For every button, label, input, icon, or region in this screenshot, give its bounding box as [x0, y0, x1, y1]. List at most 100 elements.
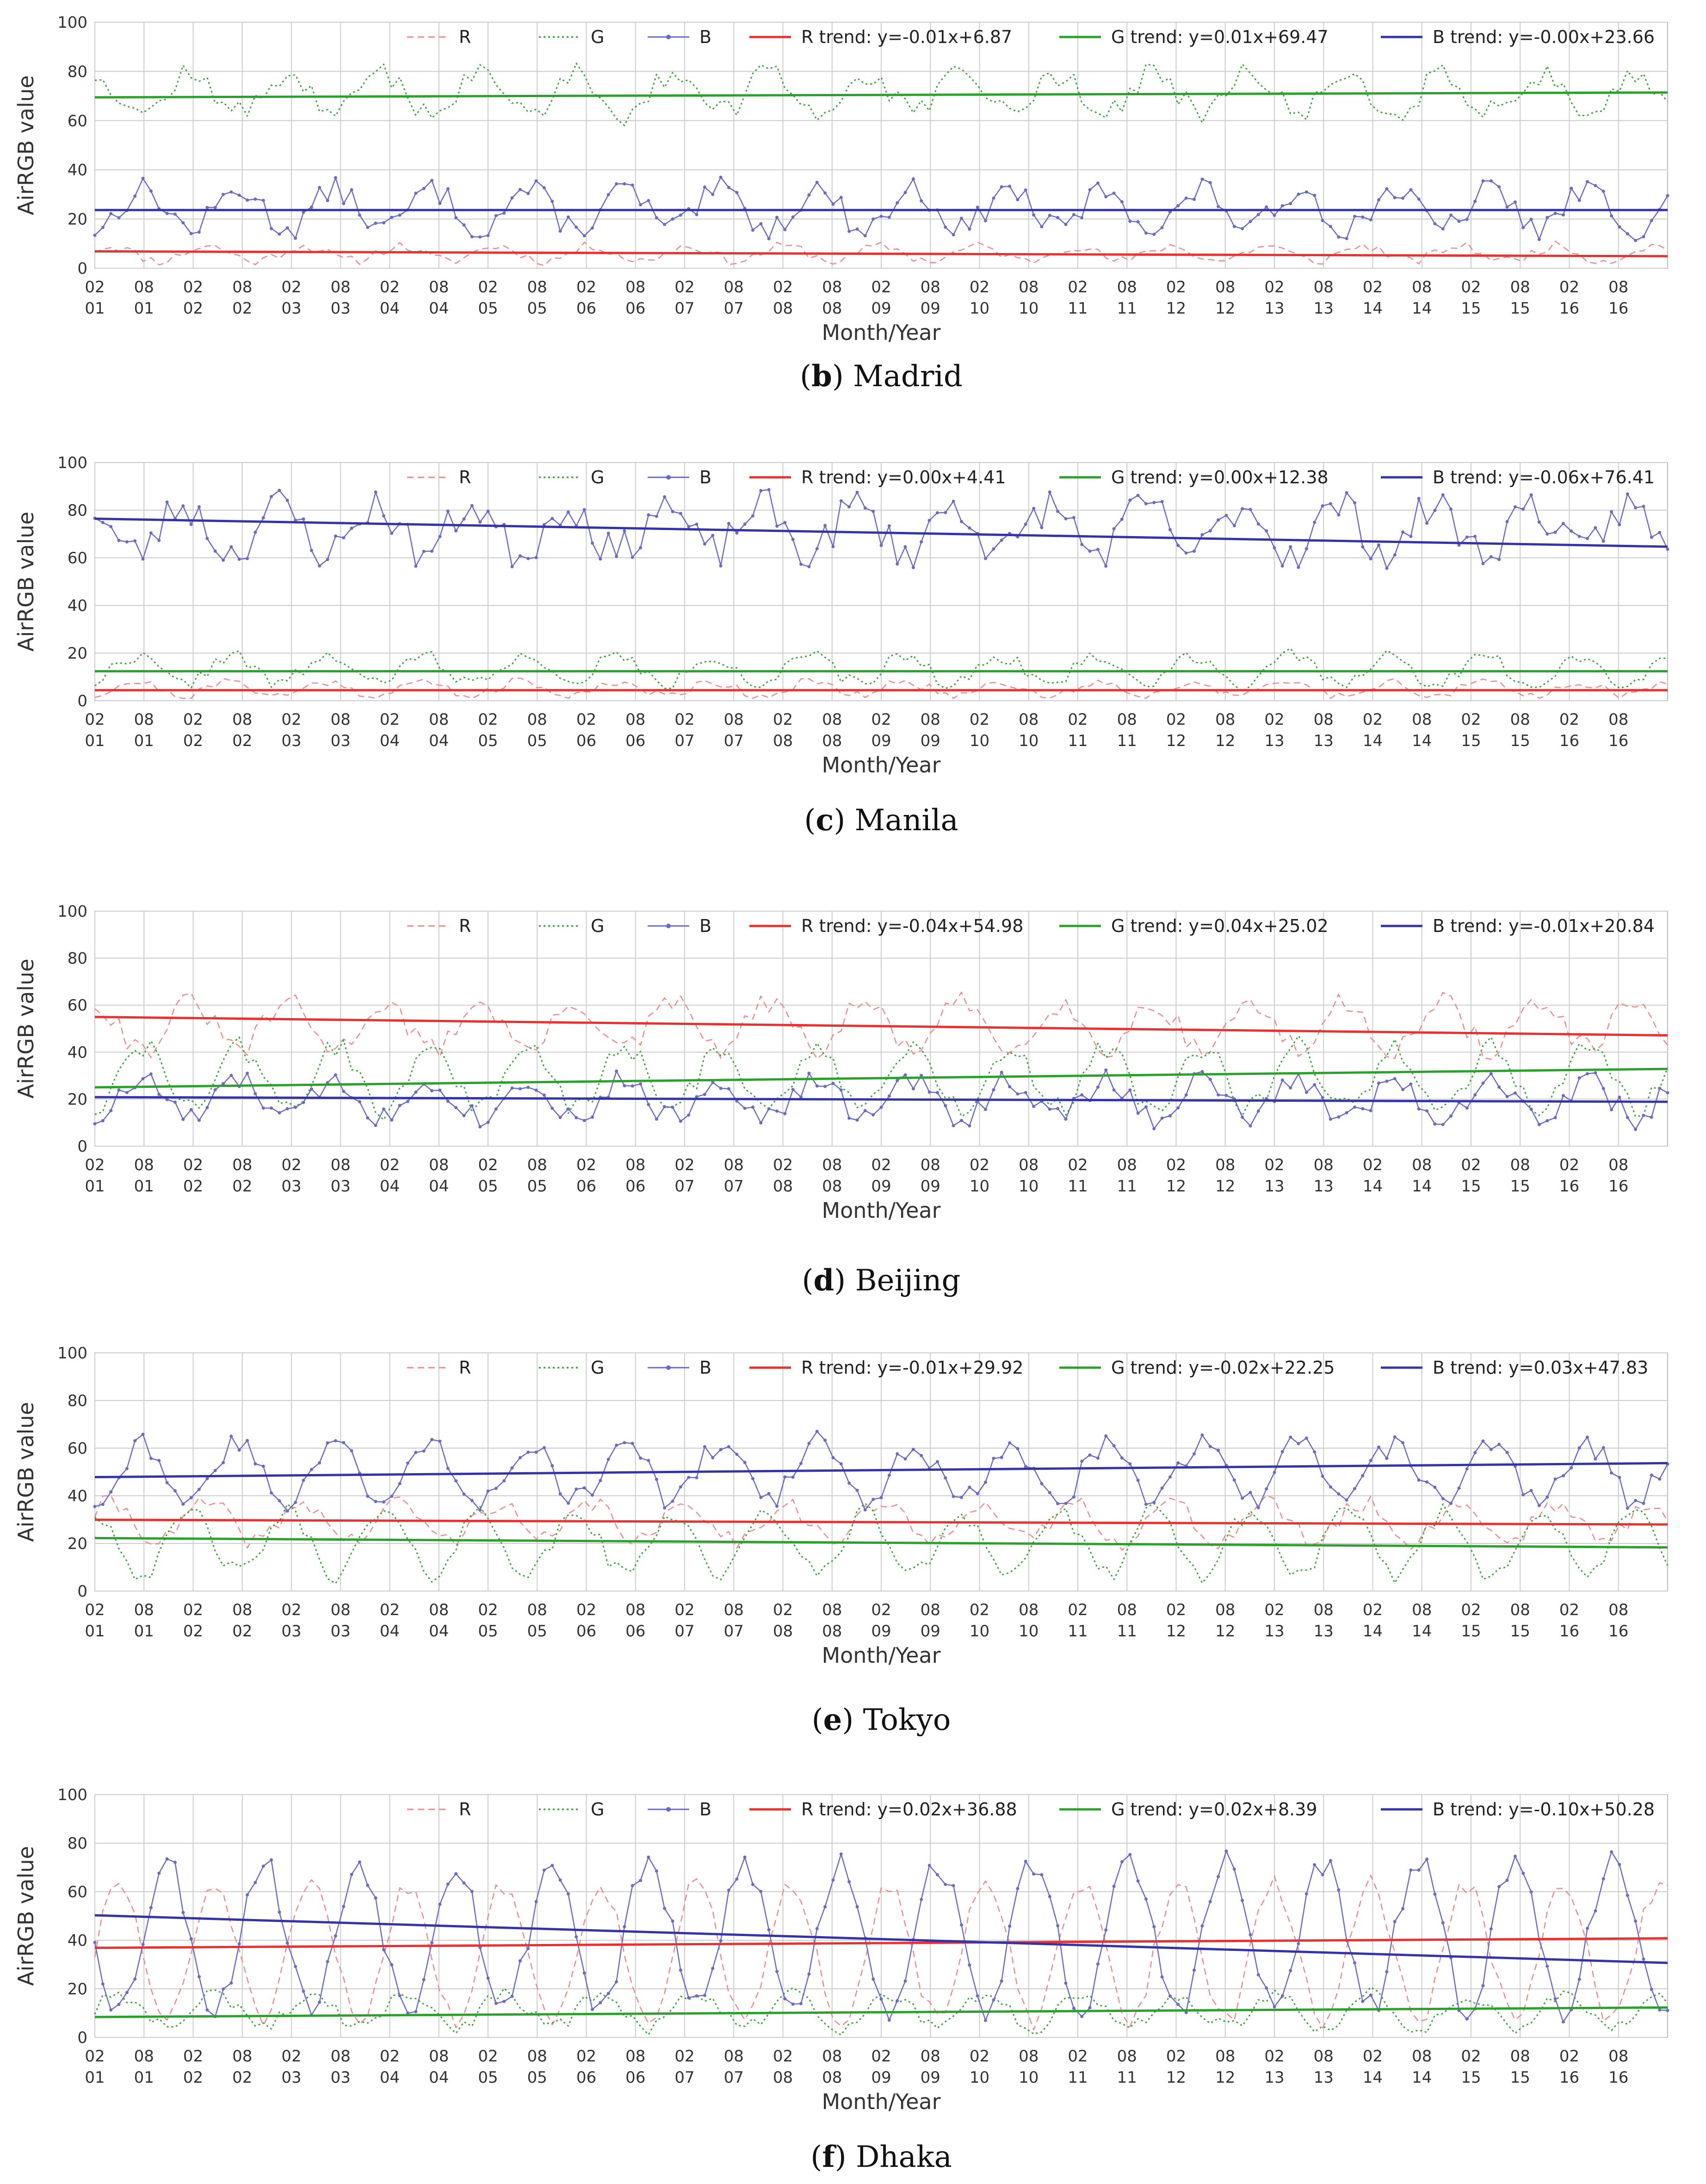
chart-madrid-series-b-point [1521, 226, 1525, 229]
chart-manila-x-tick-year: 03 [331, 732, 351, 750]
chart-manila-series-b-point [1249, 508, 1252, 511]
chart-madrid-series-b-point [133, 194, 137, 198]
chart-dhaka-series-b-point [1497, 1885, 1501, 1888]
chart-beijing-series-b-point [1361, 1107, 1365, 1111]
chart-tokyo-x-tick-year: 03 [331, 1622, 351, 1641]
chart-beijing-series-b-point [149, 1072, 153, 1076]
chart-madrid-legend-marker-b [666, 35, 671, 39]
chart-beijing-series-g [94, 1035, 1669, 1121]
chart-beijing-series-b-point [944, 1104, 947, 1108]
chart-madrid-legend-label-trend-r: R trend: y=-0.01x+6.87 [801, 27, 1012, 47]
chart-manila-series-b-point [1144, 502, 1148, 506]
chart-dhaka-series-b-point [1304, 1892, 1308, 1896]
chart-manila-x-tick-year: 08 [773, 732, 793, 750]
chart-beijing-series-b-point [582, 1119, 586, 1123]
chart-manila-series-b-point [334, 534, 337, 538]
chart-beijing-x-tick-year: 03 [281, 1177, 301, 1196]
chart-madrid-legend-trend-g: G trend: y=0.01x+69.47 [1059, 27, 1329, 47]
chart-madrid-series-b-point [695, 213, 698, 216]
chart-dhaka-series-b-point [1601, 1877, 1605, 1881]
chart-manila-series-b-point [1562, 522, 1565, 525]
chart-manila-series-b-point [1040, 526, 1044, 530]
chart-manila-x-tick-year: 11 [1068, 732, 1088, 750]
chart-madrid-series-b-point [1473, 199, 1477, 203]
chart-tokyo-series-b-point [976, 1492, 979, 1495]
chart-beijing-series-b-point [253, 1092, 257, 1096]
chart-beijing-series-b-point [1016, 1092, 1020, 1096]
chart-manila-series-b-point [133, 539, 137, 543]
chart-dhaka-x-tick-month: 08 [1412, 2047, 1432, 2066]
chart-manila-series-b-point [1666, 548, 1669, 551]
chart-dhaka-series-b-point [1280, 1994, 1284, 1998]
chart-beijing-series-b-point [261, 1106, 265, 1110]
chart-tokyo-x-tick-year: 04 [380, 1622, 400, 1641]
chart-madrid-y-tick-label: 100 [57, 13, 87, 32]
chart-dhaka-series-b-point [615, 1980, 618, 1984]
chart-beijing-series-b-point [1594, 1071, 1597, 1074]
chart-madrid-series-b-point [1088, 188, 1092, 191]
chart-manila-x-tick-month: 02 [1264, 710, 1284, 729]
chart-manila-legend-label-series-g: G [591, 467, 604, 487]
chart-tokyo-series-b-point [1232, 1478, 1236, 1482]
chart-madrid-series-r [94, 241, 1668, 266]
chart-manila-x-tick-month: 08 [331, 710, 351, 729]
chart-madrid-series-b-point [1321, 219, 1324, 222]
chart-dhaka-x-tick-month: 08 [1510, 2047, 1530, 2066]
chart-tokyo-series-b-point [1505, 1450, 1509, 1454]
chart-madrid-series-b-point [823, 191, 827, 195]
chart-madrid-series-b-point [855, 227, 859, 231]
chart-dhaka-series-b-point [157, 1871, 161, 1875]
chart-beijing-series-b-point [671, 1105, 674, 1109]
chart-madrid-series-b-point [727, 186, 730, 189]
chart-manila-series-b-point [703, 542, 706, 546]
chart-madrid-x-tick-month: 08 [1412, 278, 1432, 296]
chart-manila-series-b-point [1529, 493, 1533, 497]
chart-tokyo-series-b-point [719, 1448, 723, 1451]
chart-madrid-series-b-point [1369, 218, 1372, 222]
chart-tokyo-series-b-point [1128, 1462, 1132, 1466]
chart-madrid-series-b-point [526, 191, 530, 195]
chart-dhaka-series-b-point [446, 1882, 450, 1886]
chart-dhaka-x-tick-year: 13 [1314, 2068, 1334, 2087]
chart-beijing-series-b-point [382, 1107, 385, 1111]
chart-dhaka-series-b-point [1521, 1871, 1525, 1875]
chart-madrid-series-b-point [101, 226, 105, 229]
chart-tokyo-series-b-point [606, 1457, 610, 1461]
chart-tokyo-x-tick-month: 08 [1019, 1601, 1038, 1619]
chart-tokyo-x-tick-year: 03 [281, 1622, 301, 1641]
chart-tokyo-trend-g [94, 1536, 1668, 1549]
chart-manila-y-axis-label: AirRGB value [13, 512, 38, 652]
chart-madrid-series-b-point [189, 232, 193, 235]
chart-tokyo-series-b-point [462, 1492, 466, 1496]
chart-dhaka-series-b-point [558, 1878, 562, 1882]
chart-manila-x-tick-month: 08 [921, 710, 940, 729]
chart-manila-series-b-point [1193, 549, 1196, 553]
chart-manila-series-b-point [430, 549, 434, 553]
chart-dhaka-series-b-point [550, 1863, 554, 1867]
chart-beijing-series-b-point [558, 1116, 562, 1119]
chart-dhaka-series-b-point [567, 1892, 570, 1896]
chart-dhaka-series-b-point [1353, 1961, 1356, 1965]
chart-dhaka-series-b-point [1088, 2006, 1092, 2010]
chart-beijing-series-b-point [510, 1086, 514, 1090]
chart-manila-legend-trend-r: R trend: y=0.00x+4.41 [749, 467, 1006, 487]
chart-madrid-series-b-point [1056, 216, 1060, 219]
chart-tokyo-x-tick-month: 08 [1314, 1601, 1334, 1619]
chart-beijing-x-tick-year: 11 [1117, 1177, 1137, 1196]
chart-tokyo-x-tick-year: 06 [625, 1622, 645, 1641]
chart-madrid-series-b-point [334, 176, 337, 179]
chart-madrid-series-b-point [502, 211, 506, 215]
chart-madrid-x-tick-year: 02 [232, 299, 252, 318]
chart-dhaka-x-tick-year: 14 [1412, 2068, 1432, 2087]
chart-manila-x-tick-month: 08 [822, 710, 842, 729]
chart-tokyo-series-b-point [567, 1501, 570, 1505]
chart-tokyo-x-tick-month: 08 [625, 1601, 645, 1619]
chart-madrid-x-tick-year: 08 [773, 299, 793, 318]
chart-tokyo-series-b-point [952, 1495, 955, 1498]
chart-dhaka-x-tick-month: 08 [724, 2047, 744, 2066]
chart-dhaka-series-b-point [1425, 1857, 1429, 1861]
chart-madrid-series-b-point [1184, 196, 1188, 200]
chart-tokyo-x-tick-month: 02 [576, 1601, 596, 1619]
chart-beijing-y-tick-label: 40 [68, 1043, 87, 1062]
chart-beijing-series-b-point [494, 1107, 498, 1111]
